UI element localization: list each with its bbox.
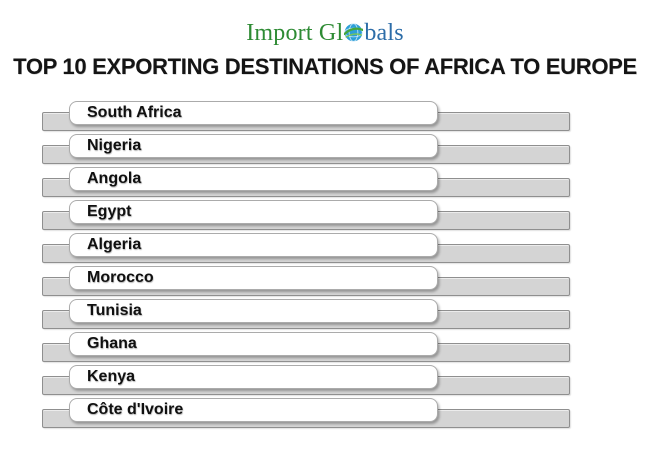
country-label-box: Egypt: [69, 200, 438, 224]
country-label: Côte d'Ivoire: [87, 401, 184, 418]
chart-row: Egypt: [0, 200, 650, 233]
country-label-box: Algeria: [69, 233, 438, 257]
country-label-box: Angola: [69, 167, 438, 191]
chart-row: Côte d'Ivoire: [0, 398, 650, 431]
country-label-box: South Africa: [69, 101, 438, 125]
logo-text-right: bals: [364, 20, 404, 46]
country-label: Egypt: [87, 203, 132, 220]
chart-row: South Africa: [0, 101, 650, 134]
chart-row: Tunisia: [0, 299, 650, 332]
country-label: Kenya: [87, 368, 136, 385]
country-label: Tunisia: [87, 302, 142, 319]
chart-row: Kenya: [0, 365, 650, 398]
country-label-box: Nigeria: [69, 134, 438, 158]
country-label: South Africa: [87, 104, 182, 121]
chart-row: Ghana: [0, 332, 650, 365]
country-label: Angola: [87, 170, 142, 187]
country-label-box: Ghana: [69, 332, 438, 356]
chart-title: TOP 10 EXPORTING DESTINATIONS OF AFRICA …: [13, 54, 637, 79]
country-label: Algeria: [87, 236, 142, 253]
country-label: Ghana: [87, 335, 137, 352]
logo-text-left: Import Gl: [246, 20, 344, 46]
country-label-box: Morocco: [69, 266, 438, 290]
country-label-box: Côte d'Ivoire: [69, 398, 438, 422]
chart-row: Angola: [0, 167, 650, 200]
country-label-box: Kenya: [69, 365, 438, 389]
chart-row: Algeria: [0, 233, 650, 266]
bar-chart: South Africa Nigeria Angola Egypt Algeria Mor…: [0, 101, 650, 441]
globe-icon: [343, 21, 364, 42]
chart-row: Nigeria: [0, 134, 650, 167]
country-label: Nigeria: [87, 137, 142, 154]
country-label-box: Tunisia: [69, 299, 438, 323]
chart-row: Morocco: [0, 266, 650, 299]
logo: Import Gl bals: [0, 19, 650, 47]
country-label: Morocco: [87, 269, 154, 286]
